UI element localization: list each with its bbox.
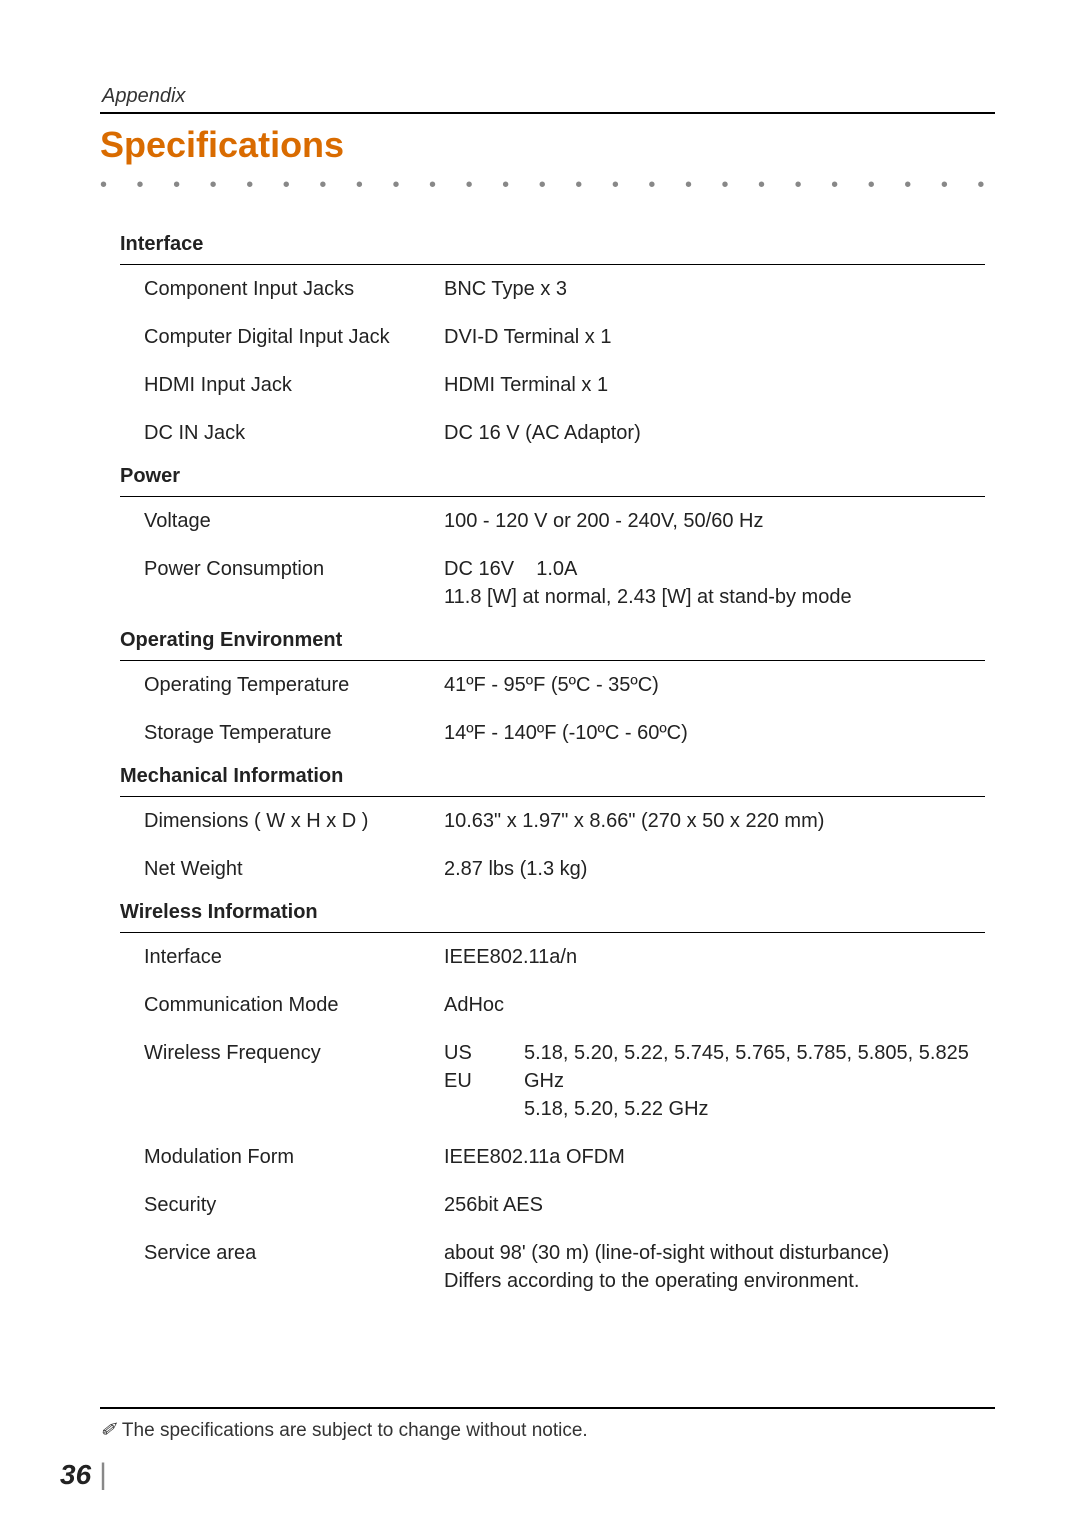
spec-label: Dimensions ( W x H x D ) xyxy=(144,807,444,835)
spec-value: 100 - 120 V or 200 - 240V, 50/60 Hz xyxy=(444,507,985,535)
spec-label: HDMI Input Jack xyxy=(144,371,444,399)
spec-row: HDMI Input JackHDMI Terminal x 1 xyxy=(120,361,985,409)
spec-value: AdHoc xyxy=(444,991,985,1019)
spec-value: USEU5.18, 5.20, 5.22, 5.745, 5.765, 5.78… xyxy=(444,1039,985,1123)
spec-value: BNC Type x 3 xyxy=(444,275,985,303)
spec-row: Modulation FormIEEE802.11a OFDM xyxy=(120,1133,985,1181)
spec-row: InterfaceIEEE802.11a/n xyxy=(120,933,985,981)
spec-value: DC 16V 1.0A11.8 [W] at normal, 2.43 [W] … xyxy=(444,555,985,611)
spec-value: 256bit AES xyxy=(444,1191,985,1219)
footnote-rule xyxy=(100,1407,995,1409)
footnote-content: The specifications are subject to change… xyxy=(122,1420,588,1441)
spec-label: Interface xyxy=(144,943,444,971)
spec-label: Security xyxy=(144,1191,444,1219)
spec-row: Computer Digital Input JackDVI-D Termina… xyxy=(120,313,985,361)
spec-row: Dimensions ( W x H x D )10.63" x 1.97" x… xyxy=(120,797,985,845)
section-head: Mechanical Information xyxy=(120,759,985,797)
pencil-icon: ✐ xyxy=(100,1420,116,1441)
section-head: Operating Environment xyxy=(120,623,985,661)
footnote-text: ✐ The specifications are subject to chang… xyxy=(100,1419,995,1442)
spec-row: Operating Temperature41ºF - 95ºF (5ºC - … xyxy=(120,661,985,709)
spec-value: DVI-D Terminal x 1 xyxy=(444,323,985,351)
decorative-dots: • • • • • • • • • • • • • • • • • • • • … xyxy=(100,174,995,197)
page-number-value: 36 xyxy=(60,1459,91,1490)
spec-label: Wireless Frequency xyxy=(144,1039,444,1123)
spec-label: Power Consumption xyxy=(144,555,444,611)
spec-value: DC 16 V (AC Adaptor) xyxy=(444,419,985,447)
section-head: Wireless Information xyxy=(120,895,985,933)
spec-label: Communication Mode xyxy=(144,991,444,1019)
section-head: Power xyxy=(120,459,985,497)
spec-value: 10.63" x 1.97" x 8.66" (270 x 50 x 220 m… xyxy=(444,807,985,835)
spec-label: Component Input Jacks xyxy=(144,275,444,303)
page-title: Specifications xyxy=(100,124,995,166)
section-head: Interface xyxy=(120,227,985,265)
spec-row: Communication ModeAdHoc xyxy=(120,981,985,1029)
spec-value: 2.87 lbs (1.3 kg) xyxy=(444,855,985,883)
spec-label: Storage Temperature xyxy=(144,719,444,747)
spec-row: Service areaabout 98' (30 m) (line-of-si… xyxy=(120,1229,985,1305)
spec-label: Service area xyxy=(144,1239,444,1295)
spec-row: Wireless FrequencyUSEU5.18, 5.20, 5.22, … xyxy=(120,1029,985,1133)
appendix-rule xyxy=(100,112,995,114)
spec-value: 14ºF - 140ºF (-10ºC - 60ºC) xyxy=(444,719,985,747)
appendix-label: Appendix xyxy=(100,85,995,108)
spec-row: Security256bit AES xyxy=(120,1181,985,1229)
spec-subtable-right: 5.18, 5.20, 5.22, 5.745, 5.765, 5.785, 5… xyxy=(524,1039,985,1123)
spec-row: Net Weight2.87 lbs (1.3 kg) xyxy=(120,845,985,893)
spec-label: Voltage xyxy=(144,507,444,535)
spec-value: IEEE802.11a OFDM xyxy=(444,1143,985,1171)
spec-value: HDMI Terminal x 1 xyxy=(444,371,985,399)
spec-value: IEEE802.11a/n xyxy=(444,943,985,971)
spec-label: Computer Digital Input Jack xyxy=(144,323,444,351)
page-number-bar: | xyxy=(99,1458,107,1491)
spec-label: Net Weight xyxy=(144,855,444,883)
spec-row: Voltage100 - 120 V or 200 - 240V, 50/60 … xyxy=(120,497,985,545)
spec-value: 41ºF - 95ºF (5ºC - 35ºC) xyxy=(444,671,985,699)
spec-row: Storage Temperature14ºF - 140ºF (-10ºC -… xyxy=(120,709,985,757)
specifications-table: InterfaceComponent Input JacksBNC Type x… xyxy=(100,227,995,1305)
spec-label: DC IN Jack xyxy=(144,419,444,447)
spec-row: Component Input JacksBNC Type x 3 xyxy=(120,265,985,313)
spec-value: about 98' (30 m) (line-of-sight without … xyxy=(444,1239,985,1295)
spec-label: Operating Temperature xyxy=(144,671,444,699)
spec-row: Power ConsumptionDC 16V 1.0A11.8 [W] at … xyxy=(120,545,985,621)
page-number: 36 | xyxy=(60,1458,107,1492)
spec-row: DC IN JackDC 16 V (AC Adaptor) xyxy=(120,409,985,457)
spec-label: Modulation Form xyxy=(144,1143,444,1171)
spec-subtable-left: USEU xyxy=(444,1039,524,1123)
